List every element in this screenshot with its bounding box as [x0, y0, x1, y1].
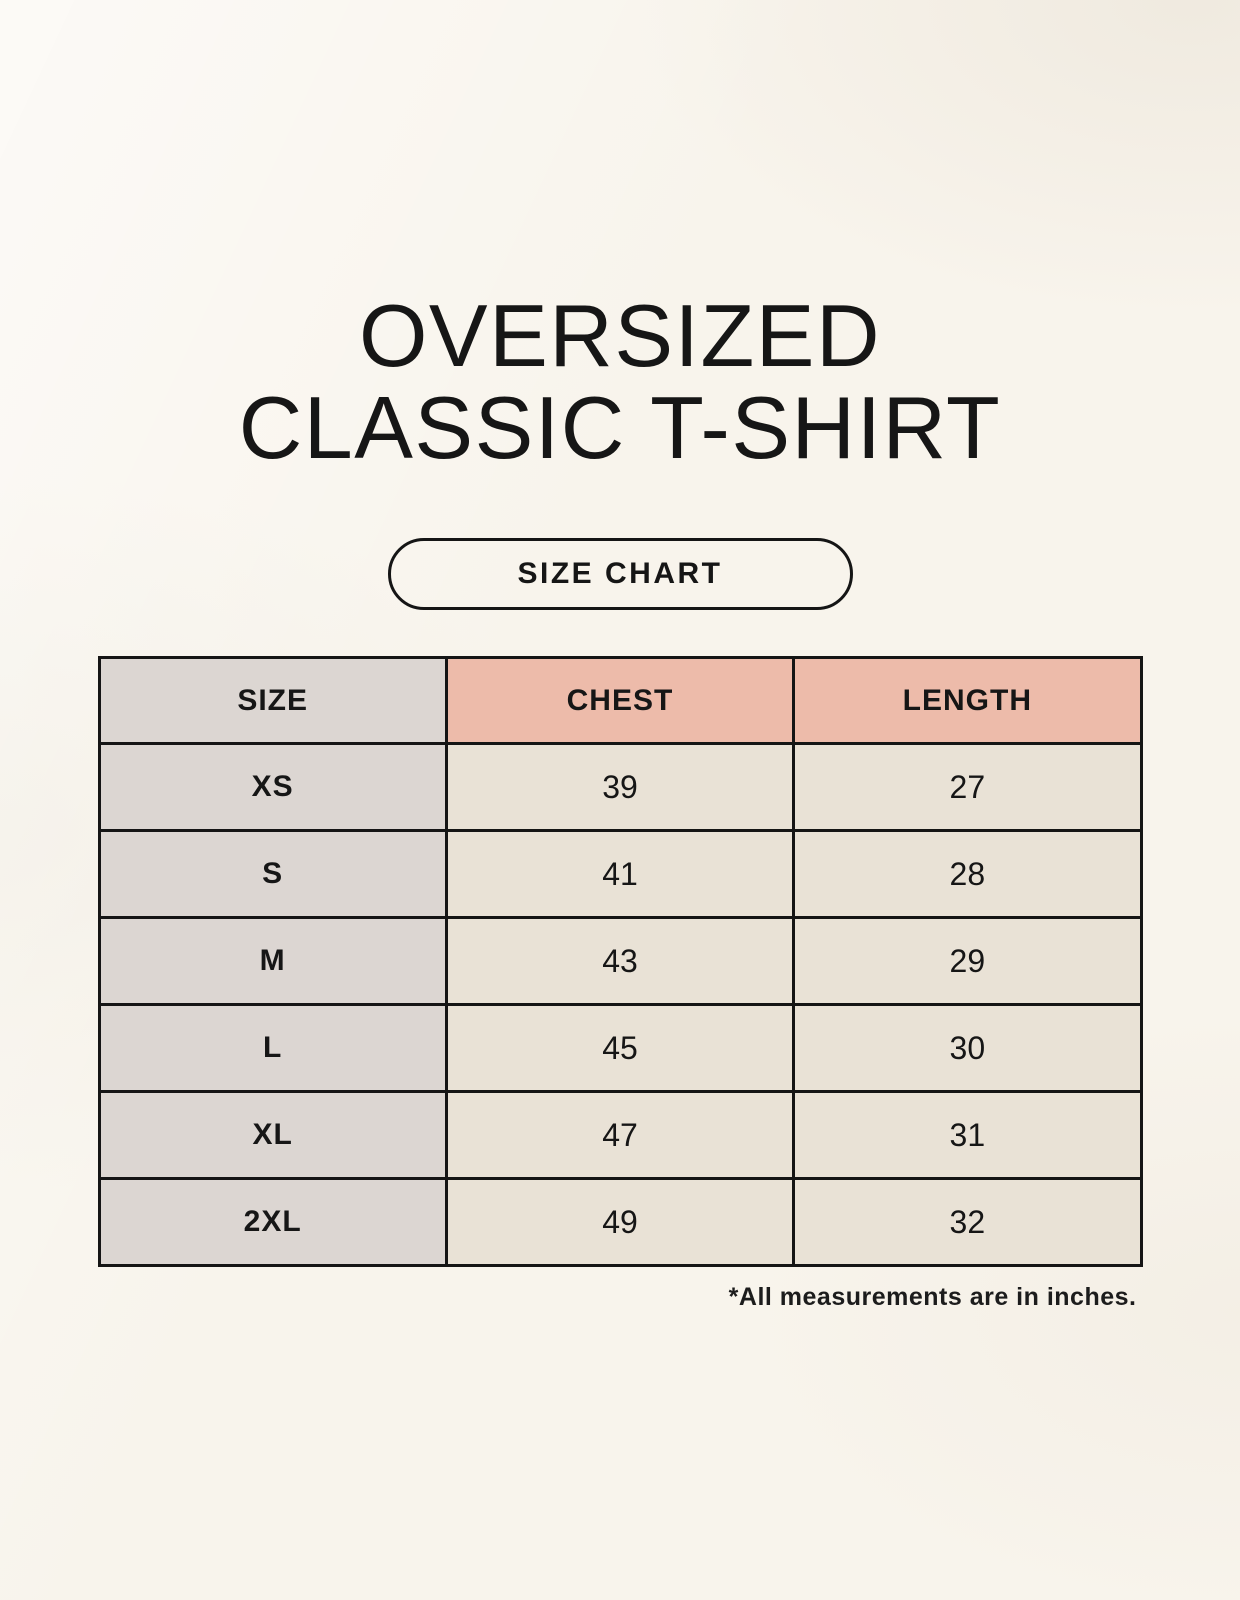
chest-value: 49 — [444, 1177, 796, 1267]
column-header-size: SIZE — [97, 656, 448, 745]
size-label: 2XL — [97, 1177, 448, 1267]
chest-value: 43 — [444, 916, 796, 1006]
column-header-length: LENGTH — [792, 656, 1143, 745]
size-chart-badge: SIZE CHART — [387, 538, 853, 610]
measurements-footnote: *All measurements are in inches. — [728, 1283, 1137, 1311]
table-row-m: M 43 29 — [97, 916, 1143, 1006]
length-value: 31 — [792, 1090, 1143, 1180]
size-label: XL — [97, 1090, 448, 1180]
size-chart-badge-label: SIZE CHART — [517, 557, 723, 590]
chest-value: 47 — [444, 1090, 796, 1180]
size-label: L — [97, 1003, 448, 1093]
table-row-s: S 41 28 — [97, 829, 1143, 919]
length-value: 29 — [792, 916, 1143, 1006]
length-value: 32 — [792, 1177, 1143, 1267]
length-value: 30 — [792, 1003, 1143, 1093]
size-label: S — [97, 829, 448, 919]
table-row-2xl: 2XL 49 32 — [97, 1177, 1143, 1267]
chest-value: 45 — [444, 1003, 796, 1093]
chest-value: 39 — [444, 742, 796, 832]
product-title: OVERSIZED CLASSIC T-SHIRT — [0, 290, 1240, 474]
product-title-line2: CLASSIC T-SHIRT — [238, 378, 1002, 477]
size-label: M — [97, 916, 448, 1006]
table-row-l: L 45 30 — [97, 1003, 1143, 1093]
chest-value: 41 — [444, 829, 796, 919]
table-row-xl: XL 47 31 — [97, 1090, 1143, 1180]
size-table: SIZE CHEST LENGTH XS 39 27 S 41 28 M 43 … — [97, 656, 1143, 1267]
size-label: XS — [97, 742, 448, 832]
length-value: 27 — [792, 742, 1143, 832]
column-header-chest: CHEST — [444, 656, 796, 745]
table-row-xs: XS 39 27 — [97, 742, 1143, 832]
length-value: 28 — [792, 829, 1143, 919]
product-title-line1: OVERSIZED — [358, 286, 882, 385]
size-table-header-row: SIZE CHEST LENGTH — [97, 656, 1143, 745]
